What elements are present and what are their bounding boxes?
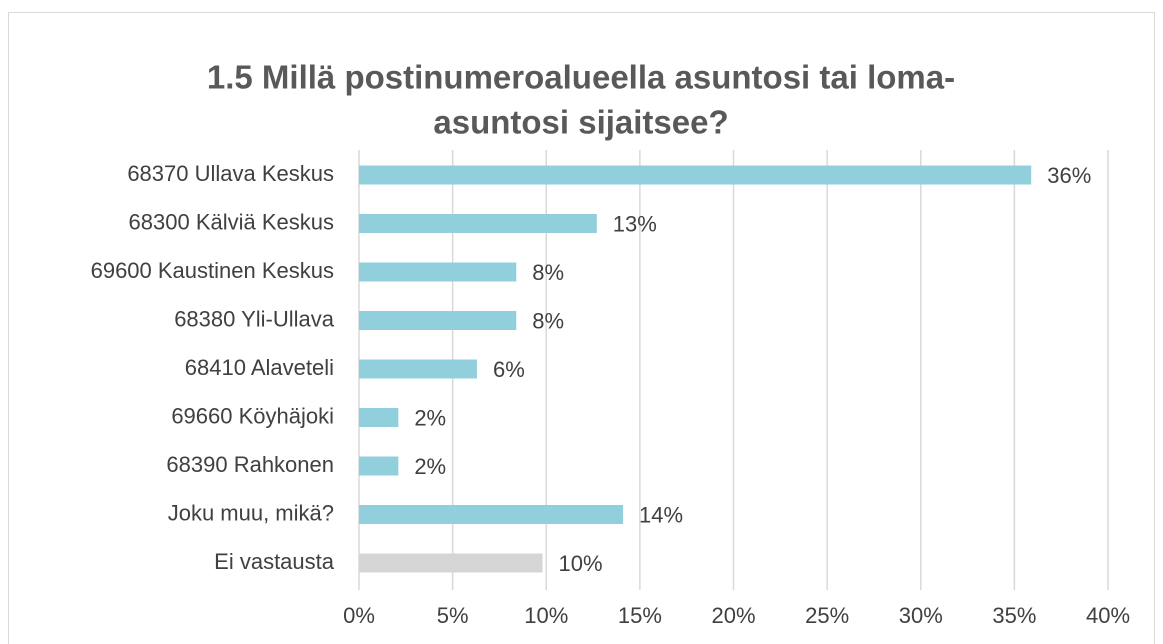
data-label: 8% xyxy=(532,308,564,333)
y-tick-label: 69600 Kaustinen Keskus xyxy=(91,258,334,283)
y-tick-label: Ei vastausta xyxy=(214,549,335,574)
y-tick-label: 68300 Kälviä Keskus xyxy=(129,209,334,234)
bar xyxy=(359,505,624,524)
x-tick-label: 5% xyxy=(437,603,469,628)
data-label: 10% xyxy=(559,551,603,576)
bar xyxy=(359,165,1032,185)
x-tick-label: 35% xyxy=(992,603,1036,628)
y-tick-label: 68370 Ullava Keskus xyxy=(127,161,334,186)
data-label: 36% xyxy=(1047,163,1091,188)
y-tick-label: Joku muu, mikä? xyxy=(168,500,334,525)
chart-title: asuntosi sijaitsee? xyxy=(433,104,728,141)
chart-title: 1.5 Millä postinumeroalueella asuntosi t… xyxy=(207,59,955,96)
x-tick-label: 40% xyxy=(1086,603,1130,628)
x-tick-label: 25% xyxy=(805,603,849,628)
data-label: 2% xyxy=(414,454,446,479)
bar xyxy=(359,262,517,282)
x-tick-label: 10% xyxy=(524,603,568,628)
x-tick-label: 20% xyxy=(711,603,755,628)
bar xyxy=(359,553,543,573)
x-tick-label: 0% xyxy=(343,603,375,628)
chart-frame xyxy=(8,12,1155,644)
y-tick-label: 68380 Yli-Ullava xyxy=(174,306,335,331)
bar xyxy=(359,359,477,379)
data-label: 13% xyxy=(613,211,657,236)
data-label: 8% xyxy=(532,260,564,285)
y-tick-label: 68410 Alaveteli xyxy=(185,355,334,380)
x-tick-label: 30% xyxy=(899,603,943,628)
bar xyxy=(359,214,597,233)
bar xyxy=(359,311,517,330)
x-tick-label: 15% xyxy=(618,603,662,628)
bar xyxy=(359,408,399,427)
y-tick-label: 69660 Köyhäjoki xyxy=(171,403,334,428)
data-label: 14% xyxy=(639,502,683,527)
data-label: 2% xyxy=(414,405,446,430)
y-tick-label: 68390 Rahkonen xyxy=(166,452,334,477)
data-label: 6% xyxy=(493,357,525,382)
bar xyxy=(359,456,399,476)
